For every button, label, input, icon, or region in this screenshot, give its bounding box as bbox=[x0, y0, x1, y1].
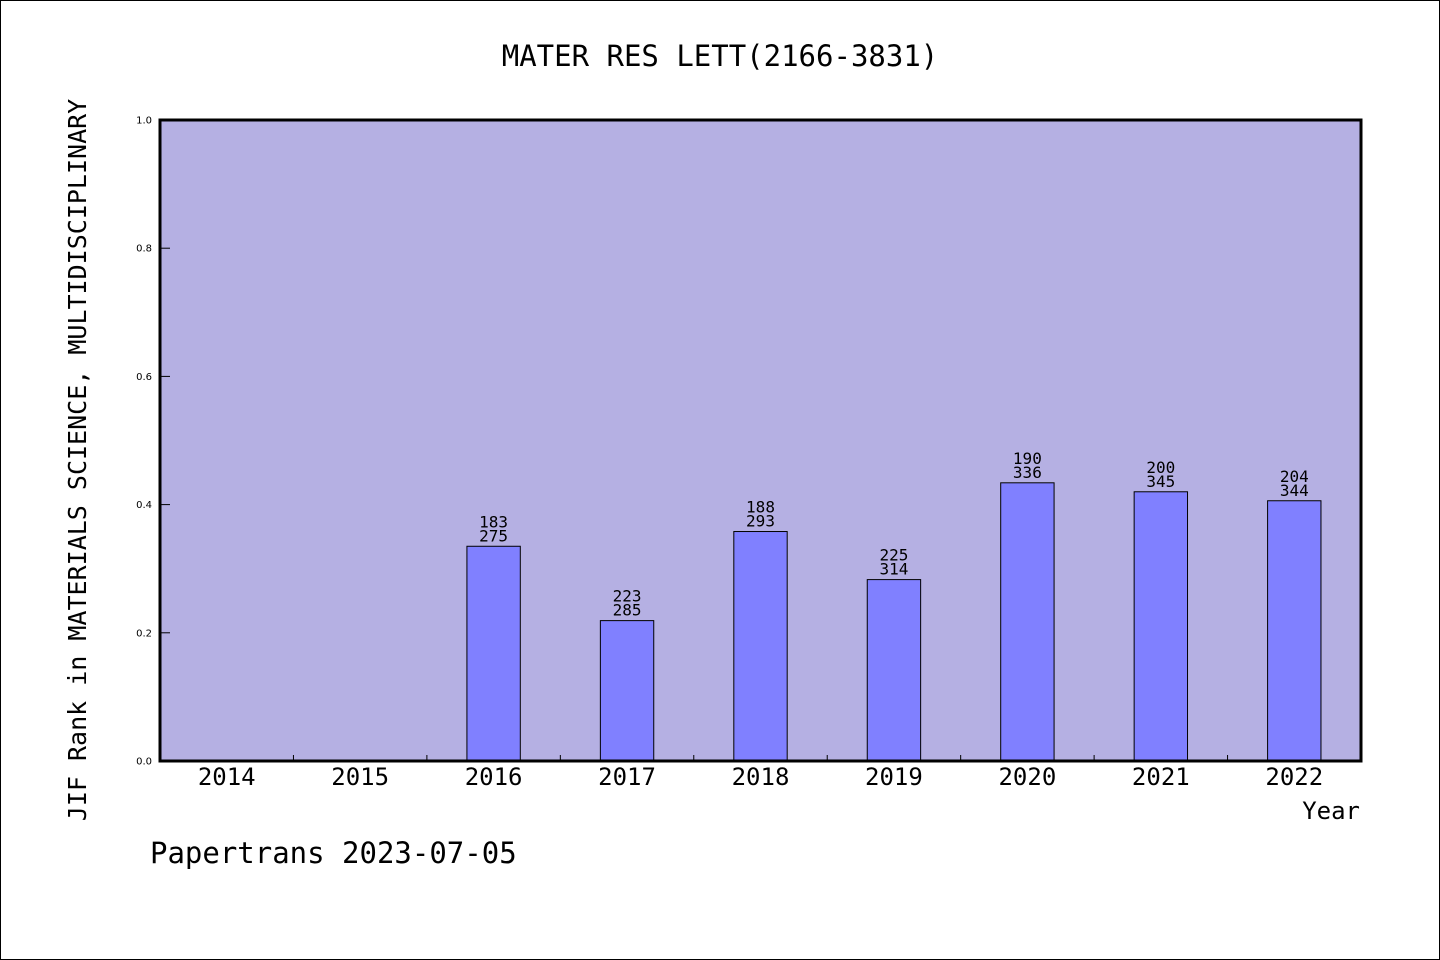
y-tick-label: 0.0 bbox=[136, 757, 152, 768]
chart-title: MATER RES LETT(2166-3831) bbox=[502, 39, 939, 73]
bar-rank-label: 204 bbox=[1280, 467, 1309, 486]
bar-2018 bbox=[733, 531, 788, 762]
bar-total-label: 336 bbox=[1013, 463, 1042, 482]
footer-watermark: Papertrans 2023-07-05 bbox=[150, 836, 517, 870]
bar-rank-label: 223 bbox=[613, 587, 642, 606]
x-axis-ticks: 2014 2015 2016 2017 2018 2019 2020 2021 2022 bbox=[198, 755, 1323, 791]
x-tick-label: 2014 bbox=[198, 763, 256, 791]
y-tick-label: 0.6 bbox=[136, 372, 152, 383]
bar-total-label: 285 bbox=[613, 601, 642, 620]
bar-total-label: 345 bbox=[1146, 472, 1175, 491]
y-tick-label: 0.4 bbox=[136, 500, 152, 511]
x-tick-label: 2019 bbox=[865, 763, 923, 791]
x-tick-label: 2017 bbox=[598, 763, 656, 791]
y-tick-label: 0.8 bbox=[136, 244, 152, 255]
x-tick-label: 2022 bbox=[1265, 763, 1323, 791]
x-tick-label: 2021 bbox=[1132, 763, 1190, 791]
y-axis-label: JIF Rank in MATERIALS SCIENCE, MULTIDISC… bbox=[63, 99, 92, 821]
bar-rank-label: 200 bbox=[1146, 458, 1175, 477]
x-axis-label: Year bbox=[1302, 797, 1360, 825]
bar-rank-label: 183 bbox=[479, 512, 508, 531]
x-tick-label: 2016 bbox=[465, 763, 523, 791]
bar-total-label: 293 bbox=[746, 512, 775, 531]
y-tick-label: 0.2 bbox=[136, 628, 152, 639]
bar-2019 bbox=[866, 579, 922, 762]
bar-total-label: 275 bbox=[479, 526, 508, 545]
bars bbox=[466, 482, 1322, 762]
bar-rank-label: 190 bbox=[1013, 449, 1042, 468]
x-tick-label: 2020 bbox=[998, 763, 1056, 791]
bar-rank-label: 188 bbox=[746, 498, 775, 517]
x-tick-label: 2015 bbox=[331, 763, 389, 791]
bar-total-label: 314 bbox=[879, 560, 908, 579]
bar-2020 bbox=[1000, 482, 1055, 762]
x-tick-label: 2018 bbox=[732, 763, 790, 791]
bar-rank-label: 225 bbox=[879, 546, 908, 565]
bar-2016 bbox=[466, 545, 521, 762]
y-tick-label: 1.0 bbox=[136, 116, 152, 127]
bar-2022 bbox=[1267, 500, 1322, 762]
bar-2021 bbox=[1133, 491, 1189, 762]
bar-2017 bbox=[599, 620, 655, 762]
plot-border bbox=[158, 118, 1363, 763]
bar-total-label: 344 bbox=[1280, 481, 1309, 500]
